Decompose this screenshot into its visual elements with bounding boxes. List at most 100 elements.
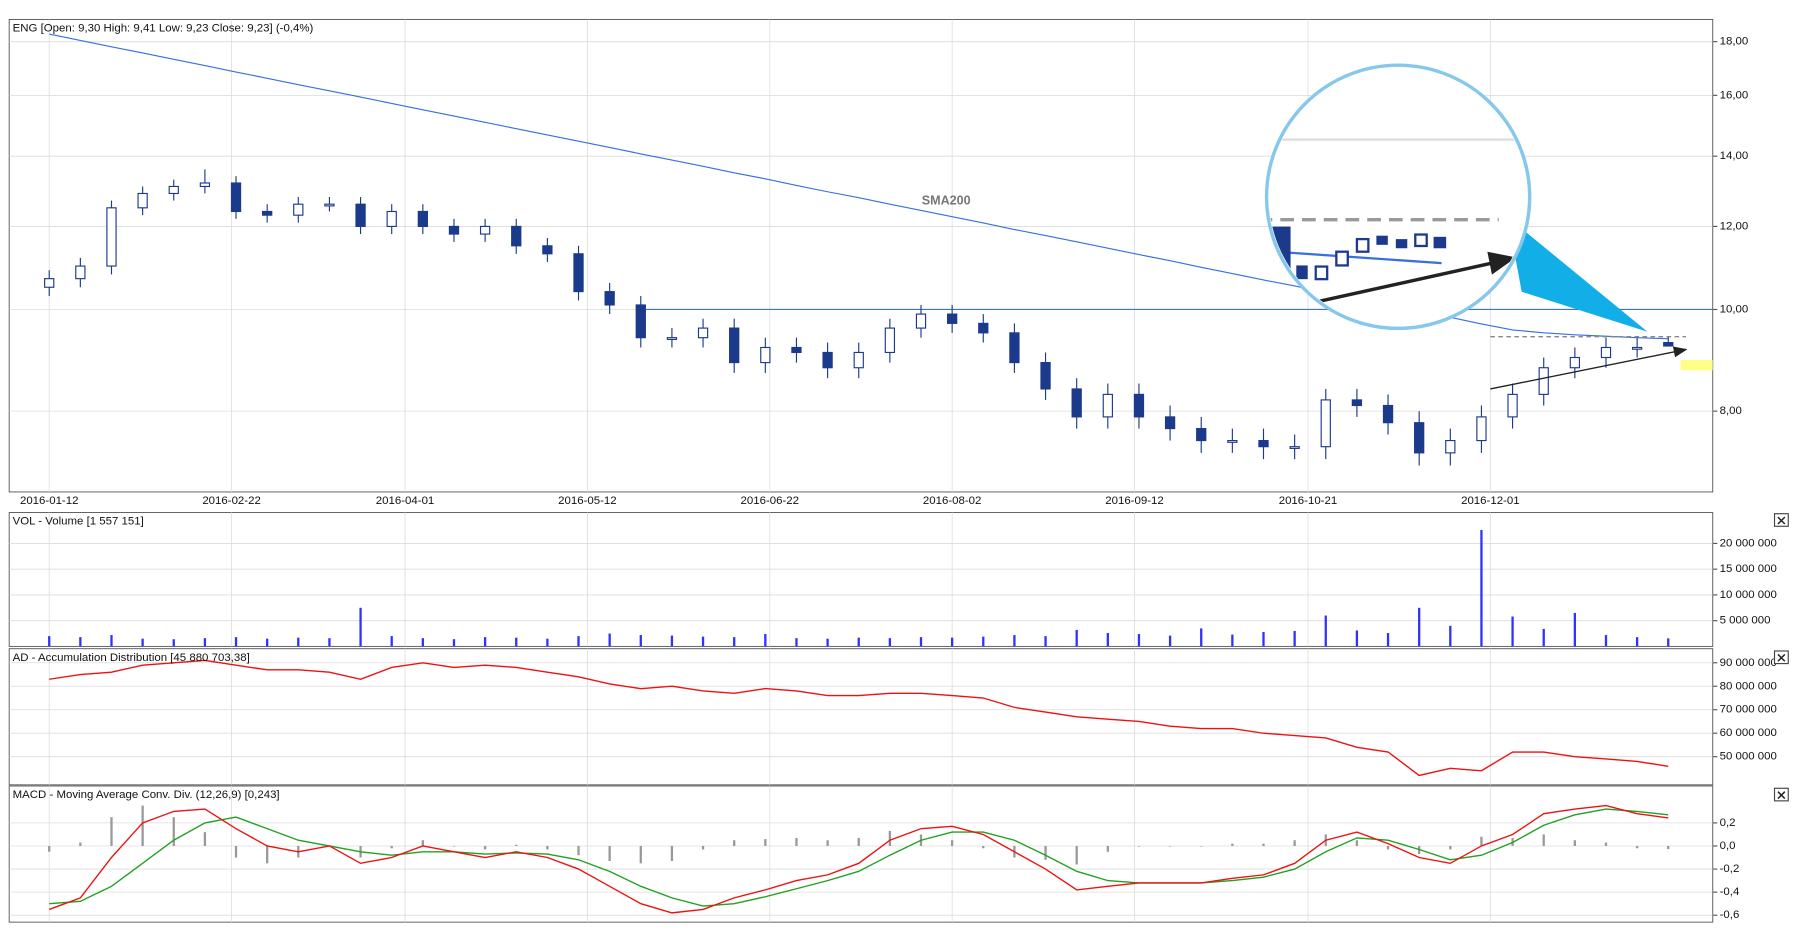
histogram-bar xyxy=(701,845,705,850)
histogram-bar xyxy=(1044,845,1047,860)
volume-bar xyxy=(1480,530,1483,647)
candle-body xyxy=(729,327,740,364)
candle-body xyxy=(1071,388,1082,418)
histogram-bar xyxy=(546,845,549,850)
volume-bar xyxy=(1262,631,1265,647)
histogram-bar xyxy=(1573,840,1576,846)
y-tick-label: 14,00 xyxy=(1720,150,1749,162)
volume-bar xyxy=(203,638,207,647)
close-button[interactable] xyxy=(1773,650,1789,665)
x-tick-label: 2016-04-01 xyxy=(376,495,435,507)
volume-bar xyxy=(1635,637,1639,647)
candle-body xyxy=(44,278,55,288)
histogram-bar xyxy=(1542,834,1545,846)
histogram-bar xyxy=(1075,845,1078,865)
indicator-line xyxy=(49,808,1669,907)
candle-body xyxy=(822,351,833,369)
histogram-bar xyxy=(639,845,642,864)
candle-body xyxy=(417,210,428,227)
x-tick-label: 2016-01-12 xyxy=(20,495,79,507)
histogram-bar xyxy=(1386,845,1390,850)
histogram-bar xyxy=(1168,845,1172,847)
volume-bar xyxy=(110,635,113,647)
volume-bar xyxy=(359,607,362,647)
volume-bar xyxy=(1013,635,1016,647)
histogram-bar xyxy=(795,837,798,846)
volume-bar xyxy=(48,636,51,647)
histogram-bar xyxy=(950,840,954,846)
candle-body xyxy=(262,210,273,216)
x-tick-label: 2016-12-01 xyxy=(1461,495,1520,507)
magnifier-lens xyxy=(1264,63,1532,331)
histogram-bar xyxy=(1231,843,1234,846)
histogram-bar xyxy=(141,805,144,846)
histogram-bar xyxy=(172,817,175,846)
histogram-bar xyxy=(888,830,892,846)
close-button[interactable] xyxy=(1773,787,1789,802)
close-button[interactable] xyxy=(1773,513,1789,527)
candle-body xyxy=(448,225,460,235)
histogram-bar xyxy=(234,845,238,858)
candle-body xyxy=(137,192,148,209)
y-tick-label: -0,4 xyxy=(1720,886,1740,898)
candle-body xyxy=(1009,332,1020,364)
histogram-bar xyxy=(203,832,207,846)
candle-body xyxy=(791,346,802,354)
histogram-bar xyxy=(483,845,487,850)
series-label: SMA200 xyxy=(922,194,971,208)
volume-bar xyxy=(1168,635,1172,647)
volume-bar xyxy=(141,638,144,647)
candle-body xyxy=(199,182,211,188)
candle-body xyxy=(1600,346,1612,359)
volume-bar xyxy=(266,638,269,647)
candle-body xyxy=(635,304,646,339)
candle-body xyxy=(1476,416,1487,442)
histogram-bar xyxy=(1137,845,1141,847)
y-tick-label: 0,0 xyxy=(1720,840,1736,852)
panel xyxy=(8,648,1714,786)
volume-bar xyxy=(328,638,331,647)
volume-bar xyxy=(1137,634,1141,647)
volume-bar xyxy=(297,637,300,647)
histogram-bar xyxy=(1667,845,1670,850)
y-tick-label: 0,2 xyxy=(1720,817,1736,829)
panel-title: VOL - Volume [1 557 151] xyxy=(13,516,144,528)
volume-bar xyxy=(1106,633,1109,647)
candle-body xyxy=(386,210,397,227)
volume-bar xyxy=(1355,630,1359,647)
candle-body xyxy=(168,185,179,195)
candle-body xyxy=(1133,393,1145,418)
y-tick-label: 10 000 000 xyxy=(1720,589,1777,601)
volume-bar xyxy=(670,635,674,647)
x-tick-label: 2016-05-12 xyxy=(558,495,617,507)
histogram-bar xyxy=(79,842,82,846)
histogram-bar xyxy=(110,817,113,846)
trendline xyxy=(1490,346,1688,390)
panel-title: ENG [Open: 9,30 High: 9,41 Low: 9,23 Clo… xyxy=(13,23,314,35)
y-tick-label: 80 000 000 xyxy=(1720,680,1777,692)
y-tick-label: 20 000 000 xyxy=(1720,537,1777,549)
candle-body xyxy=(978,322,989,334)
candle-body xyxy=(760,346,771,364)
candle-body xyxy=(355,203,366,227)
volume-bar xyxy=(1231,634,1234,647)
volume-bar xyxy=(982,636,985,647)
candle-body xyxy=(853,351,864,369)
candle-body xyxy=(666,337,678,340)
histogram-bar xyxy=(1293,840,1296,846)
candle-body xyxy=(1382,404,1394,424)
candle-body xyxy=(1196,428,1207,442)
volume-bar xyxy=(1075,629,1078,647)
x-tick-label: 2016-02-22 xyxy=(202,495,261,507)
candle-body xyxy=(324,203,335,207)
volume-bar xyxy=(1293,630,1296,647)
y-tick-label: 70 000 000 xyxy=(1720,704,1777,716)
y-tick-label: 15 000 000 xyxy=(1720,563,1777,575)
volume-bar xyxy=(577,636,580,647)
candle-body xyxy=(1445,439,1456,454)
candle-body xyxy=(697,327,709,339)
candle-body xyxy=(1164,416,1176,430)
histogram-bar xyxy=(452,845,456,847)
candle-body xyxy=(75,265,86,280)
histogram-bar xyxy=(982,845,985,849)
